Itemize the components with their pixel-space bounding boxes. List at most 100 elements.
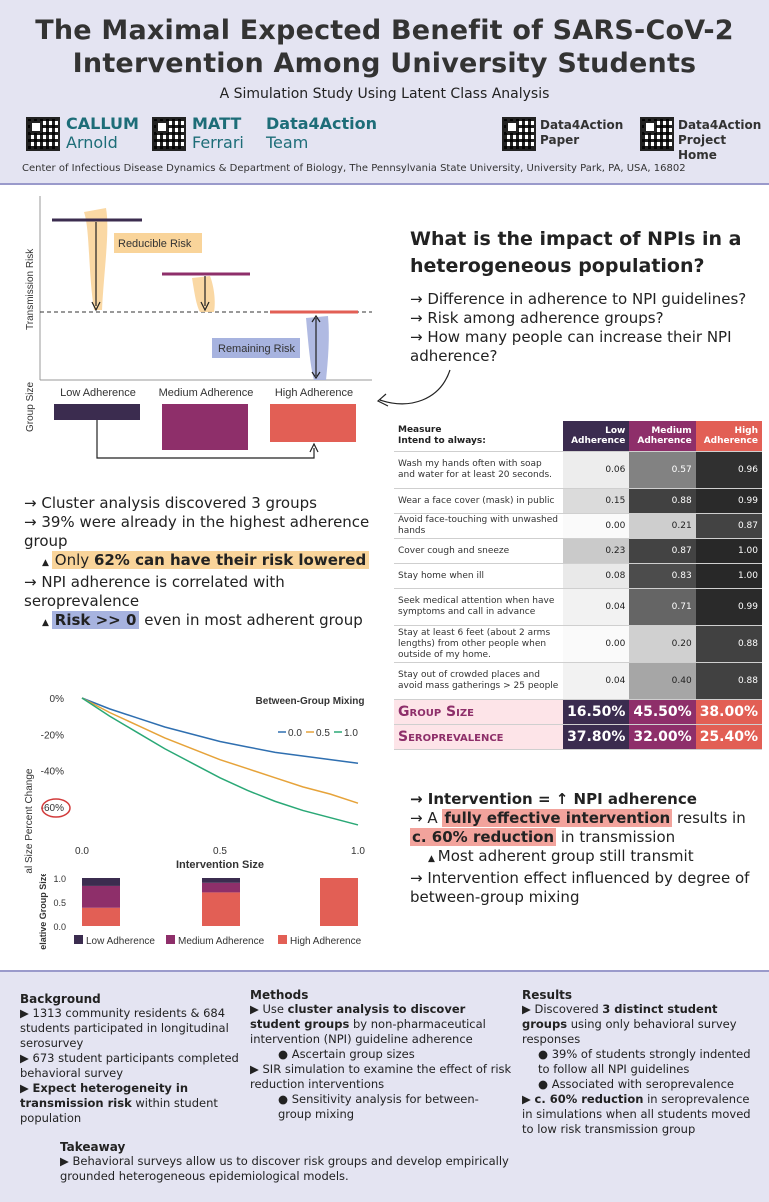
background-title: Background [20, 992, 101, 1006]
legend-entry: 0.5 [316, 728, 330, 739]
triangle-icon: ▲ [428, 854, 438, 864]
list-item: → Cluster analysis discovered 3 groups [24, 494, 317, 512]
table-row: Stay out of crowded places and avoid mas… [394, 662, 762, 700]
measure-cell: Avoid face-touching with unwashed hands [394, 513, 564, 539]
pointer-icon: ▶ [522, 1092, 535, 1106]
list-item: → Risk among adherence groups? [410, 309, 664, 327]
author-last-name: Team [266, 133, 309, 152]
seroprevalence-label: Seroprevalence [394, 724, 564, 750]
reducible-risk-label: Reducible Risk [118, 238, 192, 250]
legend-title: Between-Group Mixing [256, 696, 365, 707]
annotation-circle [41, 798, 71, 818]
arrow-icon: → [24, 573, 42, 591]
table-header-row: Measure Intend to always: Low Adherence Me… [394, 421, 762, 452]
list-item: → Difference in adherence to NPI guideli… [410, 290, 747, 308]
paper-link[interactable]: Data4Action Paper [540, 118, 623, 148]
medium-adherence-header: Medium Adherence [629, 421, 696, 452]
pointer-icon: ▶ [60, 1154, 73, 1168]
pointer-icon: ▶ [20, 1081, 33, 1095]
y-tick-label: -40% [41, 767, 64, 778]
bullet-icon: ● [538, 1077, 552, 1091]
qr-code-icon[interactable] [26, 117, 60, 151]
list-item: ▲ Risk >> 0 even in most adherent group [42, 611, 363, 629]
series-line-0-0 [81, 697, 359, 765]
y-tick-label: -60% [41, 803, 64, 814]
value-cell: 0.40 [629, 662, 696, 700]
legend-swatch [166, 935, 175, 944]
pointer-icon: ▶ [20, 1006, 33, 1020]
list-item: → How many people can increase their NPI… [410, 328, 732, 365]
methods-section: Methods ▶ Use cluster analysis to discov… [250, 988, 512, 1122]
curved-arrow [376, 369, 451, 407]
qr-code-icon[interactable] [152, 117, 186, 151]
list-item: ▶ 1313 community residents & 684 student… [20, 1006, 229, 1050]
legend-entry: 1.0 [344, 728, 358, 739]
list-item: → Intervention effect influenced by degr… [410, 869, 750, 906]
series-line-0-5 [81, 697, 359, 804]
list-item: ● Sensitivity analysis for between-group… [278, 1092, 479, 1121]
arrow-icon: → [24, 513, 42, 531]
high-adherence-header: High Adherence [695, 421, 762, 452]
measure-cell: Stay home when ill [394, 563, 564, 589]
arrow-icon: → [410, 790, 428, 808]
results-section: Results ▶ Discovered 3 distinct student … [522, 988, 758, 1137]
background-section: Background ▶ 1313 community residents & … [20, 992, 250, 1126]
low-adherence-header: Low Adherence [563, 421, 630, 452]
group-label-low: Low Adherence [60, 387, 136, 399]
arrow-icon: → [410, 869, 428, 887]
risk-diagram: Reducible Risk Remaining Risk Low Adhere… [25, 196, 372, 459]
research-question: What is the impact of NPIs in a heteroge… [410, 228, 742, 277]
measure-header: Measure Intend to always: [394, 421, 564, 452]
high-group-size-bar [270, 404, 356, 442]
takeaway-section: Takeaway ▶ Behavioral surveys allow us t… [60, 1140, 530, 1184]
value-cell: 1.00 [695, 538, 762, 564]
list-item: ▲ Only 62% can have their risk lowered [24, 551, 374, 573]
value-cell: 0.06 [563, 451, 630, 489]
triangle-icon: ▲ [42, 558, 52, 568]
up-arrow-icon: ↑ [555, 790, 569, 808]
list-item: ▶ SIR simulation to examine the effect o… [250, 1062, 512, 1091]
relative-group-size-chart: Relative Group Size 1.0 0.5 0.0 Low Adhere… [38, 874, 362, 950]
measure-cell: Wear a face cover (mask) in public [394, 488, 564, 514]
poster-title: The Maximal Expected Benefit of SARS-CoV… [0, 14, 769, 80]
measure-cell: Stay at least 6 feet (about 2 arms lengt… [394, 625, 564, 663]
table-row: Stay at least 6 feet (about 2 arms lengt… [394, 625, 762, 663]
results-title: Results [522, 988, 573, 1002]
list-item: → A fully effective intervention results… [410, 809, 746, 827]
list-item: ● Associated with seroprevalence [538, 1077, 734, 1091]
link-line-2: Paper [540, 133, 580, 147]
arrow-icon: → [410, 809, 428, 827]
value-cell: 0.71 [629, 588, 696, 626]
author-matt: MATT Ferrari [192, 114, 244, 152]
findings-bullets: → Cluster analysis discovered 3 groups →… [24, 494, 374, 633]
value-cell: 1.00 [695, 563, 762, 589]
value-cell: 0.87 [629, 538, 696, 564]
link-line-2: Project Home [678, 133, 727, 162]
qr-code-icon[interactable] [640, 117, 674, 151]
low-group-size-bar [54, 404, 140, 420]
link-line-1: Data4Action [540, 118, 624, 132]
y-tick-label: 0% [50, 694, 65, 705]
group-label-high: High Adherence [275, 387, 353, 399]
bar-segment-high [320, 878, 358, 926]
value-cell: 0.99 [695, 588, 762, 626]
list-item: ▶ Discovered 3 distinct student groups u… [522, 1002, 737, 1046]
legend-swatch [74, 935, 83, 944]
bar-segment-medium [202, 882, 240, 893]
group-size-high: 38.00% [695, 699, 762, 725]
y-axis-label: Final Size Percent Change [24, 768, 35, 874]
pointer-icon: ▶ [20, 1051, 33, 1065]
methods-title: Methods [250, 988, 309, 1002]
author-last-name: Arnold [66, 133, 118, 152]
bar-segment-high [82, 907, 120, 926]
qr-code-icon[interactable] [502, 117, 536, 151]
bar-segment-low [202, 878, 240, 883]
legend-entry: Low Adherence [86, 936, 155, 947]
title-line-2: Intervention Among University Students [72, 48, 697, 79]
project-home-link[interactable]: Data4Action Project Home [678, 118, 769, 163]
bar-segment-medium [82, 885, 120, 908]
y-tick-label: -20% [41, 730, 64, 741]
list-item: ▶ Expect heterogeneity in transmission r… [20, 1081, 218, 1125]
bullet-icon: ● [278, 1047, 292, 1061]
list-item: ● Ascertain group sizes [278, 1047, 415, 1061]
